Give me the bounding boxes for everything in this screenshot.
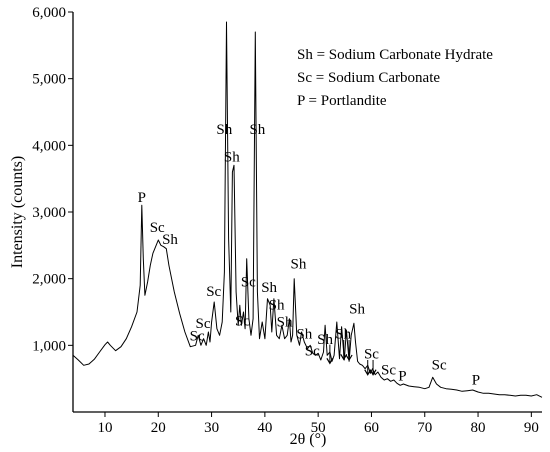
x-tick-label: 30 — [204, 420, 219, 436]
legend: Sh = Sodium Carbonate Hydrate Sc = Sodiu… — [297, 47, 493, 109]
x-tick-label: 20 — [151, 420, 166, 436]
x-tick-label: 80 — [471, 420, 486, 436]
x-tick-label: 90 — [524, 420, 539, 436]
y-tick-label: 2,000 — [32, 272, 66, 288]
y-tick-label: 5,000 — [32, 72, 66, 88]
y-axis-label: Intensity (counts) — [9, 156, 26, 268]
peak-label: Sh — [224, 149, 240, 165]
peak-label: Sc — [241, 275, 256, 291]
peak-label: Sc — [432, 357, 447, 373]
peak-label: Sh — [296, 327, 312, 343]
peak-arrow-head — [369, 369, 377, 376]
peak-arrow-head — [345, 354, 353, 362]
peak-label: Sc — [196, 316, 211, 332]
x-ticks: 10 20 30 40 50 60 70 80 90 — [97, 412, 539, 436]
x-tick-label: 70 — [417, 420, 432, 436]
peak-label: Sc — [206, 284, 221, 300]
peak-label: Sc — [235, 313, 250, 329]
x-tick-label: 60 — [364, 420, 379, 436]
peak-label: Sh — [291, 257, 307, 273]
peak-label: Sh — [277, 315, 293, 331]
peak-label: P — [472, 373, 480, 389]
legend-entry-p: P = Portlandite — [297, 93, 387, 109]
y-tick-label: 6,000 — [32, 5, 66, 21]
peak-label: Sh — [162, 232, 178, 248]
peak-arrow-head — [326, 358, 334, 365]
peak-label: Sh — [249, 122, 265, 138]
x-tick-label: 10 — [97, 420, 112, 436]
peak-label: Sc — [305, 343, 320, 359]
peak-label: Sh — [261, 280, 277, 296]
peak-arrow-head — [340, 354, 348, 361]
y-tick-label: 1,000 — [32, 338, 66, 354]
diffraction-pattern-line — [72, 21, 543, 398]
y-tick-label: 4,000 — [32, 138, 66, 154]
peak-label: Sc — [364, 347, 379, 363]
peak-arrows — [326, 340, 377, 376]
x-axis-label: 2θ (°) — [290, 431, 327, 448]
x-tick-label: 40 — [257, 420, 272, 436]
y-ticks: 1,000 2,000 3,000 4,000 5,000 6,000 — [32, 5, 73, 354]
y-tick-label: 3,000 — [32, 205, 66, 221]
peak-label: P — [398, 369, 406, 385]
legend-entry-sh: Sh = Sodium Carbonate Hydrate — [297, 47, 493, 63]
peak-arrow-head — [364, 369, 372, 376]
peak-label: Sh — [349, 301, 365, 317]
peak-label: Sc — [190, 329, 205, 345]
peak-label: Sc — [150, 220, 165, 236]
peak-label: P — [138, 190, 146, 206]
peak-label: Sh — [335, 327, 351, 343]
peak-label: Sc — [381, 363, 396, 379]
peak-label: Sh — [216, 122, 232, 138]
legend-entry-sc: Sc = Sodium Carbonate — [297, 70, 440, 86]
x-tick-label: 50 — [311, 420, 326, 436]
series-layer — [72, 21, 543, 398]
peak-label: Sh — [317, 332, 333, 348]
peak-label: Sh — [269, 297, 285, 313]
